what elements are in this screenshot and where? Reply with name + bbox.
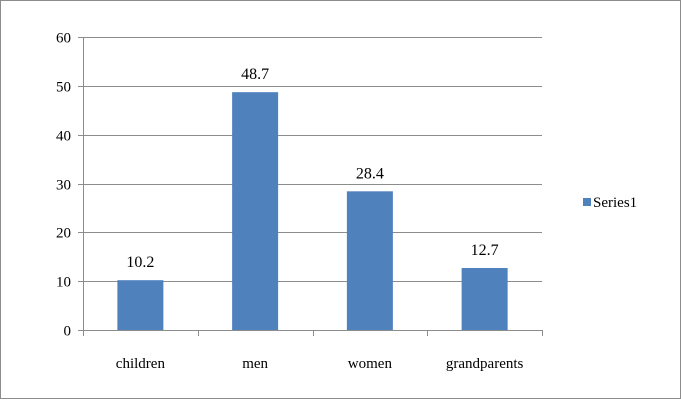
y-tick-label: 10 (56, 275, 71, 291)
y-tick-label: 50 (56, 80, 71, 96)
axes (78, 37, 543, 336)
y-tick-label: 0 (64, 324, 72, 340)
bar-men (232, 92, 279, 330)
data-label-women: 28.4 (356, 165, 384, 182)
x-axis-tick-labels: children men women grandparents (116, 356, 524, 372)
data-labels: 10.2 48.7 28.4 12.7 (126, 66, 498, 271)
bar-women (346, 191, 393, 330)
legend-swatch (583, 198, 591, 206)
bars (117, 92, 508, 330)
y-axis-tick-labels: 0 10 20 30 40 50 60 (56, 31, 71, 340)
bar-children (117, 280, 164, 330)
y-tick-label: 20 (56, 226, 71, 242)
data-label-grandparents: 12.7 (471, 242, 499, 259)
y-tick-label: 60 (56, 31, 71, 47)
x-tick-label-men: men (242, 356, 268, 372)
legend: Series1 (583, 195, 637, 211)
x-tick-label-women: women (348, 356, 393, 372)
x-tick-label-children: children (116, 356, 166, 372)
x-tick-label-grandparents: grandparents (446, 356, 524, 372)
data-label-men: 48.7 (241, 66, 269, 83)
bar-grandparents (461, 267, 508, 330)
y-tick-label: 30 (56, 178, 71, 194)
legend-label: Series1 (593, 195, 637, 211)
y-tick-label: 40 (56, 129, 71, 145)
data-label-children: 10.2 (126, 254, 154, 271)
